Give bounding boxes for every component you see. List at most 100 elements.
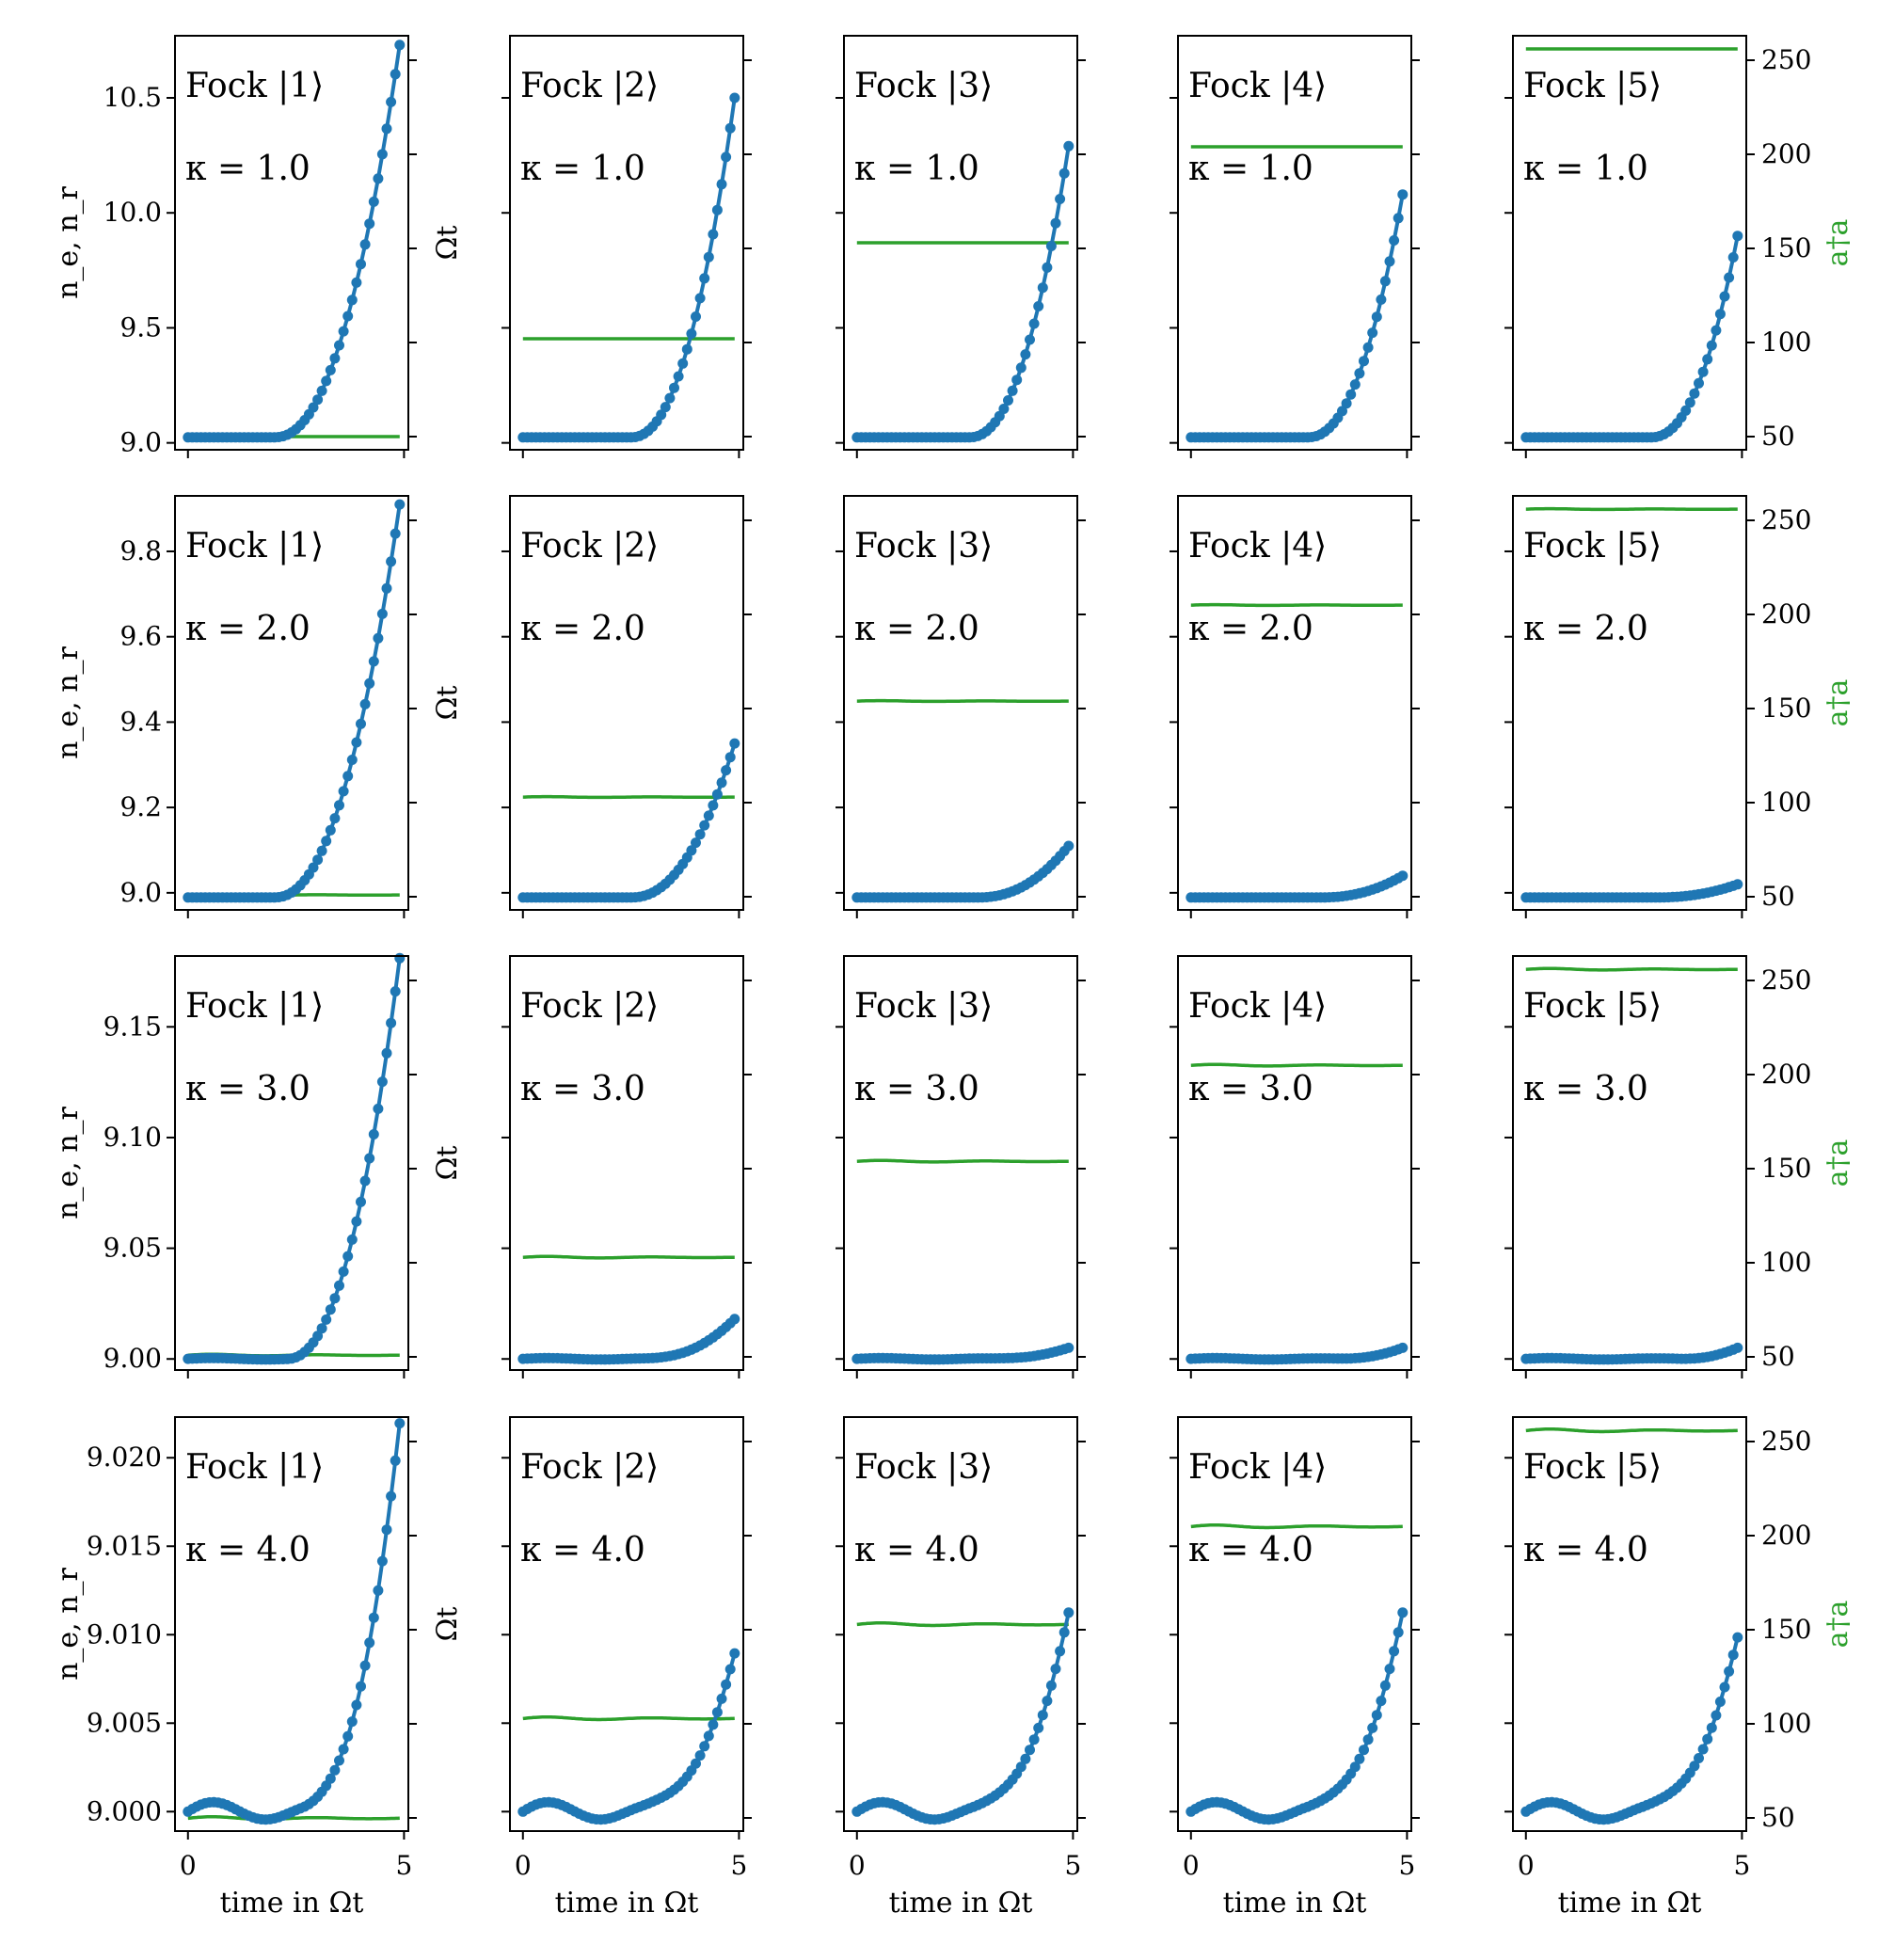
n-e-n-r-point — [1732, 1342, 1743, 1353]
left-y-axis-label: n_e, n_r — [52, 185, 85, 298]
n-e-n-r-point — [394, 952, 406, 964]
n-e-n-r-line — [1190, 194, 1405, 439]
n-e-n-r-point — [1714, 1697, 1726, 1707]
n-e-n-r-point — [1732, 231, 1743, 242]
n-e-n-r-point — [1680, 405, 1692, 416]
left-y-tick-label: 9.0 — [119, 427, 162, 458]
twin-y-axis-label: Ωt — [431, 686, 464, 721]
twin-y-axis-label: Ωt — [431, 1146, 464, 1181]
a-dagger-a-line — [856, 1621, 1069, 1628]
left-y-tick-label: 9.8 — [119, 535, 162, 566]
left-y-tick-label: 9.010 — [87, 1618, 162, 1649]
left-y-tick-label: 9.00 — [103, 1343, 162, 1374]
panel-frame — [1512, 495, 1747, 911]
n-e-n-r-point — [1359, 1745, 1369, 1756]
panel-frame — [1512, 955, 1747, 1371]
n-e-n-r-point — [1359, 356, 1369, 367]
n-e-n-r-point — [1349, 379, 1361, 390]
n-e-n-r-point — [346, 1716, 358, 1728]
a-dagger-a-line — [856, 1158, 1069, 1164]
n-e-n-r-point — [1397, 1342, 1409, 1353]
n-e-n-r-point — [364, 1153, 375, 1164]
panel-frame — [843, 495, 1078, 911]
fock-label: Fock |4⟩ — [1188, 527, 1327, 566]
n-e-n-r-point — [312, 1331, 324, 1342]
fock-label: Fock |3⟩ — [854, 527, 993, 566]
n-e-n-r-point — [1697, 366, 1709, 377]
kappa-label: κ = 2.0 — [854, 610, 979, 648]
kappa-label: κ = 2.0 — [520, 610, 645, 648]
n-e-n-r-point — [368, 1612, 379, 1623]
kappa-label: κ = 1.0 — [1523, 150, 1648, 188]
n-e-n-r-point — [381, 123, 392, 135]
n-e-n-r-point — [1384, 256, 1395, 267]
right-y-axis-label: a†a — [1822, 1601, 1854, 1649]
n-e-n-r-point — [724, 1664, 736, 1675]
right-y-axis-label: a†a — [1822, 219, 1854, 267]
right-y-tick-label: 100 — [1761, 1247, 1811, 1278]
kappa-label: κ = 1.0 — [854, 150, 979, 188]
n-e-n-r-point — [1011, 374, 1023, 386]
fock-label: Fock |4⟩ — [1188, 987, 1327, 1026]
panel-frame — [509, 955, 744, 1371]
n-e-n-r-point — [1706, 340, 1717, 351]
n-e-n-r-point — [1389, 1646, 1400, 1657]
n-e-n-r-point — [1037, 282, 1048, 294]
n-e-n-r-point — [699, 273, 710, 284]
n-e-n-r-point — [368, 196, 379, 207]
left-y-axis-label: n_e, n_r — [52, 645, 85, 758]
right-y-tick-label: 250 — [1761, 964, 1811, 996]
right-y-tick-label: 150 — [1761, 693, 1811, 724]
fock-label: Fock |5⟩ — [1523, 527, 1662, 566]
n-e-n-r-point — [346, 295, 358, 306]
n-e-n-r-point — [703, 251, 714, 263]
kappa-label: κ = 4.0 — [520, 1531, 645, 1570]
n-e-n-r-point — [660, 402, 671, 413]
x-tick-label: 5 — [395, 1850, 412, 1881]
panel-frame — [1177, 955, 1412, 1371]
twin-y-axis-label: Ωt — [431, 226, 464, 261]
x-tick-label: 0 — [515, 1850, 532, 1881]
n-e-n-r-point — [686, 328, 697, 340]
n-e-n-r-point — [321, 375, 332, 387]
panel-r2-c1: 9.0 9.2 9.4 9.6 9.8 Fock |1⟩ κ = 2.0 — [119, 495, 417, 918]
right-y-tick-label: 100 — [1761, 787, 1811, 818]
n-e-n-r-point — [1711, 325, 1722, 336]
panel-r3-c5: 50 100 150 200 250 Fock |5⟩ κ = 3.0 — [1504, 955, 1811, 1378]
n-e-n-r-point — [1719, 291, 1730, 302]
right-y-tick-label: 250 — [1761, 1426, 1811, 1457]
n-e-n-r-point — [711, 1707, 723, 1718]
n-e-n-r-point — [1354, 1753, 1365, 1764]
left-y-tick-label: 9.10 — [103, 1122, 162, 1153]
n-e-n-r-point — [373, 632, 384, 644]
panel-r3-c2: Fock |2⟩ κ = 3.0 — [501, 955, 752, 1378]
left-y-tick-label: 9.05 — [103, 1233, 162, 1264]
x-tick-label: 0 — [1183, 1850, 1200, 1881]
n-e-n-r-point — [1349, 1761, 1361, 1773]
right-y-tick-label: 50 — [1761, 1802, 1795, 1833]
n-e-n-r-point — [721, 151, 732, 163]
n-e-n-r-point — [316, 385, 327, 396]
n-e-n-r-point — [708, 1719, 719, 1730]
kappa-label: κ = 4.0 — [854, 1531, 979, 1570]
n-e-n-r-point — [656, 409, 667, 421]
n-e-n-r-point — [1007, 385, 1018, 396]
fock-label: Fock |3⟩ — [854, 1448, 993, 1487]
n-e-n-r-point — [1063, 840, 1074, 852]
panel-r1-c5: 50 100 150 200 250 Fock |5⟩ κ = 1.0 — [1504, 35, 1811, 458]
fock-label: Fock |5⟩ — [1523, 67, 1662, 105]
x-tick-label: 0 — [180, 1850, 197, 1881]
n-e-n-r-point — [359, 1660, 371, 1671]
n-e-n-r-point — [1393, 213, 1404, 224]
n-e-n-r-point — [729, 738, 740, 749]
kappa-label: κ = 1.0 — [520, 150, 645, 188]
a-dagger-a-line — [522, 794, 735, 800]
n-e-n-r-point — [312, 854, 324, 866]
right-y-tick-label: 200 — [1761, 1059, 1811, 1090]
n-e-n-r-point — [1697, 1744, 1709, 1755]
n-e-n-r-point — [729, 1648, 740, 1659]
n-e-n-r-point — [346, 755, 358, 765]
a-dagger-a-line — [856, 698, 1069, 704]
kappa-label: κ = 3.0 — [185, 1070, 310, 1108]
n-e-n-r-point — [1058, 1627, 1070, 1638]
